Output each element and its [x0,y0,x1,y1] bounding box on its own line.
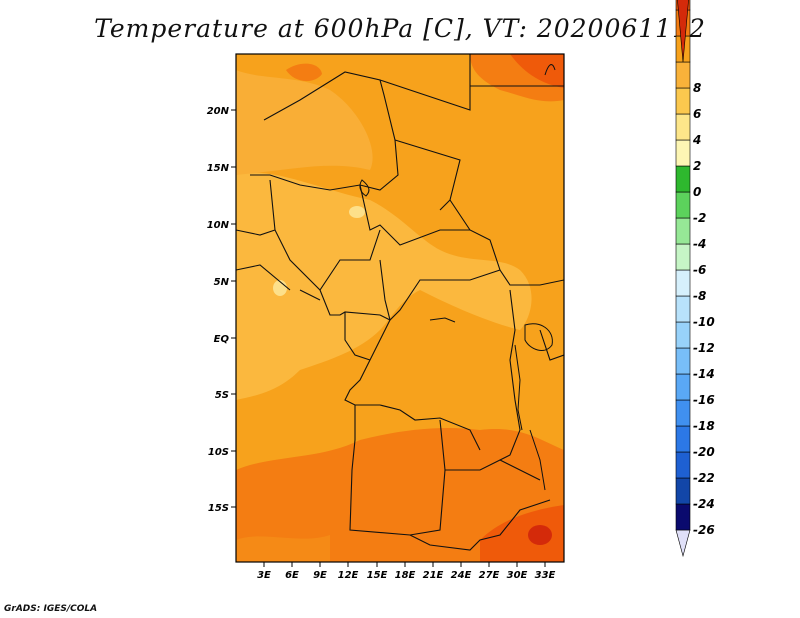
colorbar-label: 4 [692,133,701,147]
colorbar-label: 2 [693,159,701,173]
lat-label: 15S [208,503,229,514]
colorbar-label: -6 [693,263,706,277]
colorbar-swatch [675,295,691,323]
colorbar-label: -26 [693,523,715,537]
lake-outlines [359,64,556,491]
lon-label: 6E [285,570,299,581]
country-borders [236,54,564,551]
colorbar-swatch [675,243,691,271]
colorbar-label: -20 [693,445,715,459]
lat-label: EQ [214,334,230,345]
map-frame [235,53,565,563]
temperature-field [236,54,564,562]
latitude-labels: 20N 15N 10N 5N EQ 5S 10S 15S [207,106,230,514]
lon-label: 9E [313,570,327,581]
colorbar-swatch [675,451,691,479]
colorbar-swatch [675,373,691,401]
lon-label: 30E [507,570,528,581]
colorbar-label: -12 [693,341,715,355]
colorbar-swatch [675,217,691,245]
lat-label: 5S [215,390,229,401]
colorbar-swatch [675,321,691,349]
colorbar-label: -16 [693,393,715,407]
colorbar-swatch [675,191,691,219]
colorbar-swatch [675,269,691,297]
colorbar-swatch [675,61,691,89]
colorbar-label: -18 [693,419,715,433]
lon-label: 18E [395,570,416,581]
lon-label: 27E [479,570,500,581]
colorbar-swatch [675,113,691,141]
lon-label: 24E [451,570,472,581]
lat-label: 10S [208,447,229,458]
lat-label: 15N [207,163,230,174]
colorbar-swatch [675,503,691,531]
colorbar-swatch [675,477,691,505]
lon-label: 33E [535,570,556,581]
grads-credit: GrADS: IGES/COLA [4,604,98,614]
lat-label: 5N [214,277,230,288]
colorbar-arrow-low [675,529,691,558]
colorbar-label: -8 [693,289,706,303]
colorbar-label: -10 [693,315,715,329]
map-title: Temperature at 600hPa [C], VT: 202006111… [94,14,706,43]
longitude-axis [263,562,546,567]
colorbar-label: -2 [693,211,706,225]
colorbar-swatch [675,399,691,427]
lat-label: 10N [207,220,230,231]
longitude-labels: 3E 6E 9E 12E 15E 18E 21E 24E 27E 30E 33E [257,570,555,581]
colorbar-label: -4 [693,237,706,251]
colorbar-swatch [675,87,691,115]
lat-label: 20N [207,106,230,117]
colorbar-label: 0 [693,185,701,199]
colorbar-swatch [675,347,691,375]
colorbar-label: -22 [693,471,715,485]
lon-label: 21E [423,570,444,581]
lon-label: 12E [338,570,359,581]
colorbar-label: 6 [693,107,701,121]
lon-label: 3E [257,570,271,581]
colorbar-label: 8 [693,81,701,95]
colorbar-label: -14 [693,367,715,381]
colorbar-swatch [675,165,691,193]
latitude-axis [231,109,236,508]
colorbar [675,0,691,558]
colorbar-label: -24 [693,497,715,511]
colorbar-labels: 8 6 4 2 0 -2 -4 -6 -8 -10 -12 -14 -16 -1… [692,81,715,537]
colorbar-arrow-high [677,0,689,63]
colorbar-swatch [675,139,691,167]
colorbar-swatch [675,425,691,453]
lon-label: 15E [367,570,388,581]
